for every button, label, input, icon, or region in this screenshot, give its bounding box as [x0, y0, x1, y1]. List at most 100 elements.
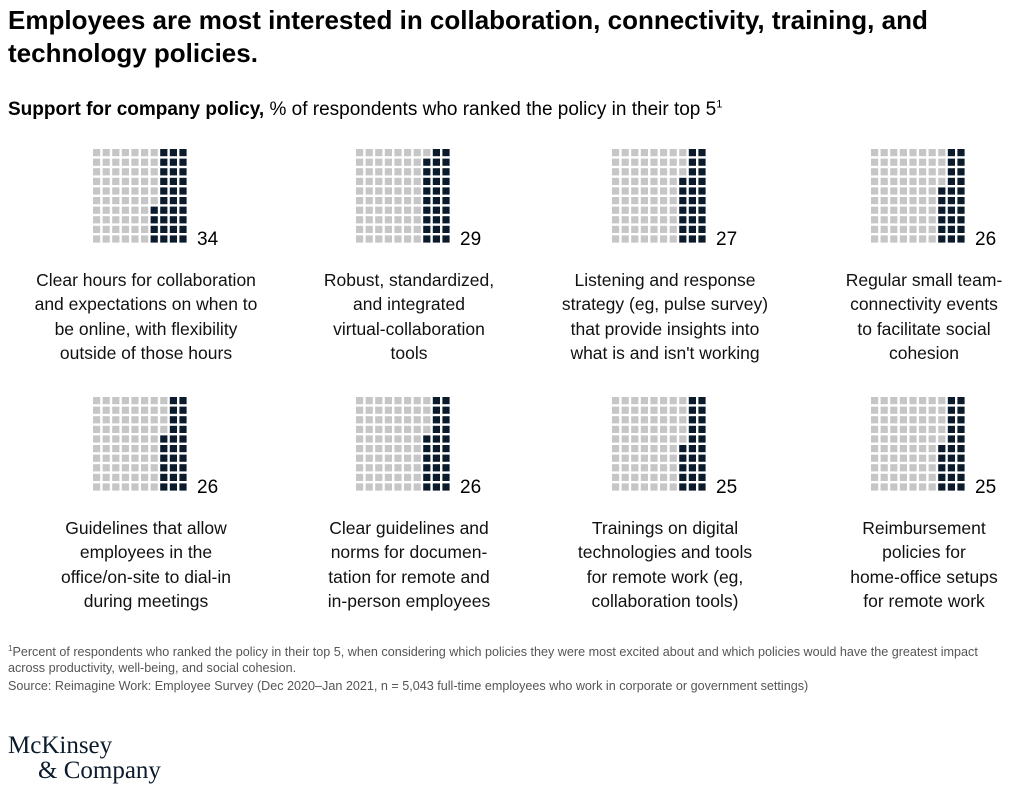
waffle-cell-empty	[112, 197, 120, 205]
waffle-cell-empty	[871, 206, 879, 214]
waffle-cell-empty	[375, 225, 383, 233]
waffle-cell-empty	[121, 206, 129, 214]
waffle-cell-empty	[621, 425, 629, 433]
waffle-cell-filled	[432, 397, 440, 405]
waffle-cell-empty	[899, 197, 907, 205]
waffle-cell-empty	[919, 425, 927, 433]
waffle-cell-empty	[93, 445, 101, 453]
waffle-cell-empty	[919, 416, 927, 424]
waffle-cell-filled	[423, 168, 431, 176]
waffle-cell-empty	[93, 177, 101, 185]
waffle-cell-empty	[413, 445, 421, 453]
waffle-cell-filled	[698, 416, 706, 424]
waffle-cell-empty	[102, 473, 110, 481]
waffle-cell-empty	[631, 235, 639, 243]
waffle-cell-empty	[660, 216, 668, 224]
waffle-cell-filled	[160, 225, 168, 233]
waffle-cell-empty	[899, 177, 907, 185]
waffle-cell-empty	[890, 225, 898, 233]
source-note: Source: Reimagine Work: Employee Survey …	[8, 679, 809, 693]
waffle-cell-filled	[679, 216, 687, 224]
waffle-cell-empty	[631, 406, 639, 414]
waffle-cell-empty	[394, 464, 402, 472]
waffle-cell-empty	[640, 187, 648, 195]
waffle-cell-empty	[871, 445, 879, 453]
waffle-cell-empty	[640, 435, 648, 443]
waffle-cell-empty	[375, 416, 383, 424]
waffle-cell-empty	[899, 187, 907, 195]
waffle-cell-empty	[121, 149, 129, 157]
waffle-cell-filled	[947, 435, 955, 443]
waffle-cell-empty	[631, 187, 639, 195]
waffle-cell-filled	[938, 473, 946, 481]
waffle-cell-empty	[909, 464, 917, 472]
waffle-cell-filled	[947, 235, 955, 243]
waffle-cell-empty	[356, 206, 364, 214]
waffle-cell-empty	[384, 197, 392, 205]
waffle-cell-empty	[679, 158, 687, 166]
waffle-cell-empty	[356, 425, 364, 433]
waffle-cell-empty	[621, 397, 629, 405]
waffle-cell-empty	[404, 216, 412, 224]
waffle-cell-empty	[356, 149, 364, 157]
waffle-cell-filled	[938, 216, 946, 224]
waffle-cell-filled	[442, 168, 450, 176]
waffle-cell-empty	[938, 168, 946, 176]
waffle-cell-empty	[375, 425, 383, 433]
waffle-cell-filled	[160, 473, 168, 481]
waffle-cell-empty	[631, 397, 639, 405]
waffle-cell-empty	[131, 158, 139, 166]
waffle-cell-empty	[631, 206, 639, 214]
waffle-cell-empty	[631, 435, 639, 443]
value-label: 26	[197, 477, 219, 498]
waffle-cell-empty	[871, 406, 879, 414]
waffle-cell-empty	[404, 406, 412, 414]
waffle-cell-filled	[442, 473, 450, 481]
waffle-cell-empty	[669, 425, 677, 433]
waffle-cell-filled	[442, 445, 450, 453]
waffle-cell-filled	[169, 425, 177, 433]
waffle-cell-empty	[928, 473, 936, 481]
waffle-cell-filled	[432, 483, 440, 491]
waffle-cell-filled	[169, 435, 177, 443]
waffle-cell-filled	[423, 473, 431, 481]
value-label: 26	[460, 477, 482, 498]
waffle-cell-empty	[660, 158, 668, 166]
waffle-cell-empty	[631, 177, 639, 185]
waffle-cell-filled	[179, 483, 187, 491]
waffle-cell-filled	[442, 158, 450, 166]
waffle-cell-empty	[890, 445, 898, 453]
waffle-cell-filled	[160, 483, 168, 491]
waffle-cell-filled	[179, 197, 187, 205]
waffle-cell-empty	[899, 158, 907, 166]
waffle-cell-empty	[928, 225, 936, 233]
waffle-cell-filled	[679, 177, 687, 185]
waffle-cell-empty	[938, 435, 946, 443]
waffle-cell-empty	[112, 435, 120, 443]
policy-label: Guidelines that allow employees in the o…	[20, 516, 272, 613]
waffle-cell-filled	[698, 225, 706, 233]
waffle-cell-empty	[660, 483, 668, 491]
waffle-cell-empty	[413, 397, 421, 405]
waffle-cell-empty	[394, 168, 402, 176]
waffle-cell-empty	[919, 216, 927, 224]
waffle-cell-empty	[871, 158, 879, 166]
waffle-cell-empty	[131, 406, 139, 414]
waffle-cell-empty	[621, 454, 629, 462]
waffle-cell-filled	[938, 225, 946, 233]
waffle-cell-empty	[899, 454, 907, 462]
waffle-cell-empty	[413, 425, 421, 433]
waffle-cell-empty	[413, 206, 421, 214]
label-line: connectivity events	[850, 294, 998, 315]
waffle-cell-empty	[909, 425, 917, 433]
waffle-cell-empty	[121, 416, 129, 424]
waffle-cell-filled	[698, 473, 706, 481]
waffle-cell-empty	[890, 177, 898, 185]
waffle-cell-empty	[909, 149, 917, 157]
waffle-cell-empty	[356, 445, 364, 453]
waffle-cell-empty	[890, 397, 898, 405]
waffle-cell-empty	[621, 168, 629, 176]
subtitle-bold: Support for company policy,	[8, 99, 265, 120]
waffle-cell-empty	[102, 406, 110, 414]
waffle-cell-empty	[612, 454, 620, 462]
